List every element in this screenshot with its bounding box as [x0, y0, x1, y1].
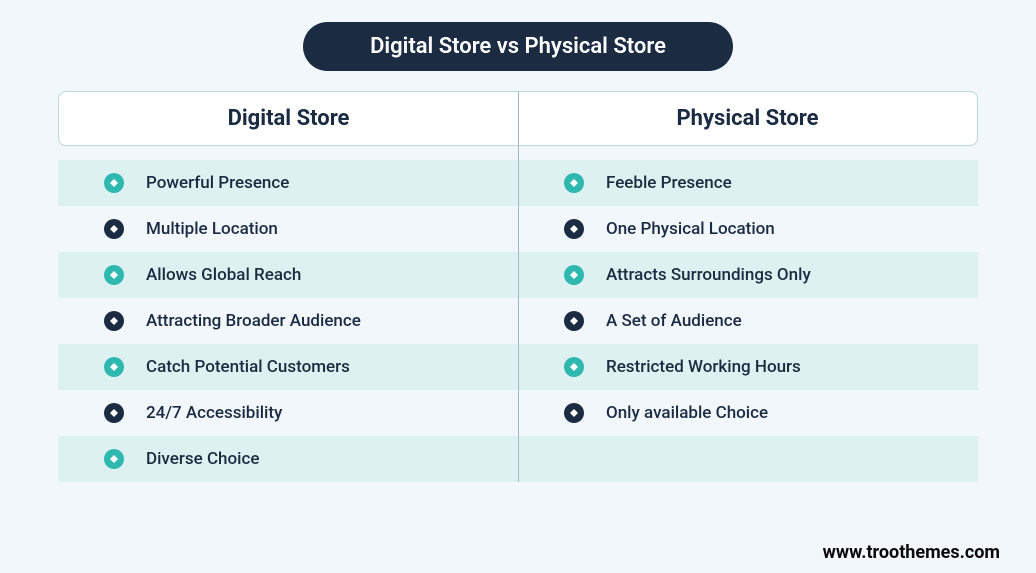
bullet-icon	[104, 173, 124, 193]
list-item-label: Powerful Presence	[146, 173, 289, 193]
column-header-physical: Physical Store	[518, 91, 978, 146]
bullet-icon	[564, 265, 584, 285]
bullet-icon	[104, 357, 124, 377]
list-item: Attracting Broader Audience	[58, 298, 518, 344]
page-title: Digital Store vs Physical Store	[303, 22, 733, 71]
bullet-icon	[564, 311, 584, 331]
list-item-label: Attracting Broader Audience	[146, 311, 361, 331]
column-digital: Digital Store Powerful Presence Multiple…	[58, 91, 518, 482]
column-header-digital: Digital Store	[58, 91, 518, 146]
list-item: Catch Potential Customers	[58, 344, 518, 390]
footer-credit: www.troothemes.com	[823, 542, 1000, 563]
list-item-label: Multiple Location	[146, 219, 278, 239]
column-divider	[518, 91, 519, 482]
list-item: Diverse Choice	[58, 436, 518, 482]
list-item-label: Only available Choice	[606, 403, 768, 423]
list-item: Feeble Presence	[518, 160, 978, 206]
list-item: Only available Choice	[518, 390, 978, 436]
list-item: A Set of Audience	[518, 298, 978, 344]
list-item: Powerful Presence	[58, 160, 518, 206]
comparison-table: Digital Store Powerful Presence Multiple…	[58, 91, 978, 482]
list-item-label: Attracts Surroundings Only	[606, 265, 811, 285]
list-item-label: One Physical Location	[606, 219, 775, 239]
list-item	[518, 436, 978, 482]
list-item: Multiple Location	[58, 206, 518, 252]
bullet-icon	[564, 173, 584, 193]
column-physical: Physical Store Feeble Presence One Physi…	[518, 91, 978, 482]
list-item-label: 24/7 Accessibility	[146, 403, 282, 423]
list-item: Attracts Surroundings Only	[518, 252, 978, 298]
bullet-icon	[564, 403, 584, 423]
list-item-label: Diverse Choice	[146, 449, 259, 469]
list-item-label: A Set of Audience	[606, 311, 742, 331]
list-item: 24/7 Accessibility	[58, 390, 518, 436]
bullet-icon	[104, 265, 124, 285]
bullet-icon	[104, 311, 124, 331]
list-item: One Physical Location	[518, 206, 978, 252]
list-item-label: Restricted Working Hours	[606, 357, 801, 377]
bullet-icon	[564, 357, 584, 377]
list-item: Restricted Working Hours	[518, 344, 978, 390]
list-item: Allows Global Reach	[58, 252, 518, 298]
bullet-icon	[104, 219, 124, 239]
bullet-icon	[564, 219, 584, 239]
bullet-icon	[104, 403, 124, 423]
bullet-icon	[104, 449, 124, 469]
list-item-label: Feeble Presence	[606, 173, 732, 193]
list-item-label: Allows Global Reach	[146, 265, 301, 285]
list-item-label: Catch Potential Customers	[146, 357, 350, 377]
